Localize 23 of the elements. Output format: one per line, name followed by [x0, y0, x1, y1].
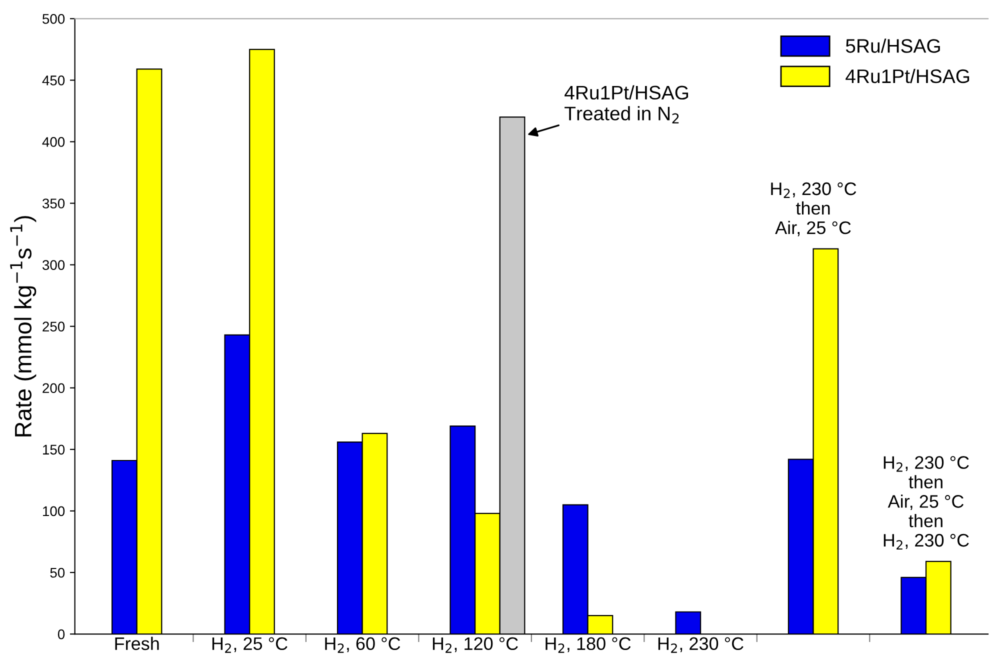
y-tick-label: 0 — [58, 629, 65, 640]
y-tick-label: 500 — [42, 14, 65, 24]
x-tick-label: H$_{2}$, 230 °C — [658, 637, 744, 653]
legend-label: 5Ru/HSAG — [846, 38, 940, 53]
y-tick-label: 400 — [42, 137, 65, 147]
x-tick-label: H$_{2}$, 180 °C — [546, 637, 631, 653]
y-axis-title: Rate (mmol kg$^{−1}$s$^{−1}$) — [10, 216, 36, 436]
y-tick-label: 250 — [42, 322, 65, 332]
y-tick-label: 350 — [42, 198, 65, 208]
x-tick-label: Fresh — [115, 636, 159, 650]
x-tick-label: H$_{2}$, 25 °C — [212, 637, 288, 653]
y-tick-label: 50 — [50, 568, 65, 578]
y-tick-label: 450 — [42, 76, 65, 86]
x-tick-label: H$_{2}$, 120 °C — [432, 637, 518, 653]
text: H$_{2}$, 230 °C then Air, 25 °C then H$_{2}$, 230 °C — [884, 456, 969, 550]
y-tick-label: 100 — [43, 506, 65, 516]
annotation: 4Ru1Pt/HSAG Treated in N$_{2}$ — [564, 85, 688, 124]
legend-label: 4Ru1Pt/HSAG — [846, 68, 970, 84]
y-tick-label: 150 — [43, 444, 65, 455]
x-tick-label: H$_{2}$, 60 °C — [325, 637, 400, 653]
y-tick-label: 200 — [42, 383, 65, 394]
annotation: H$_{2}$, 230 °C then Air, 25 °C — [771, 182, 856, 236]
y-tick-label: 300 — [42, 260, 65, 270]
